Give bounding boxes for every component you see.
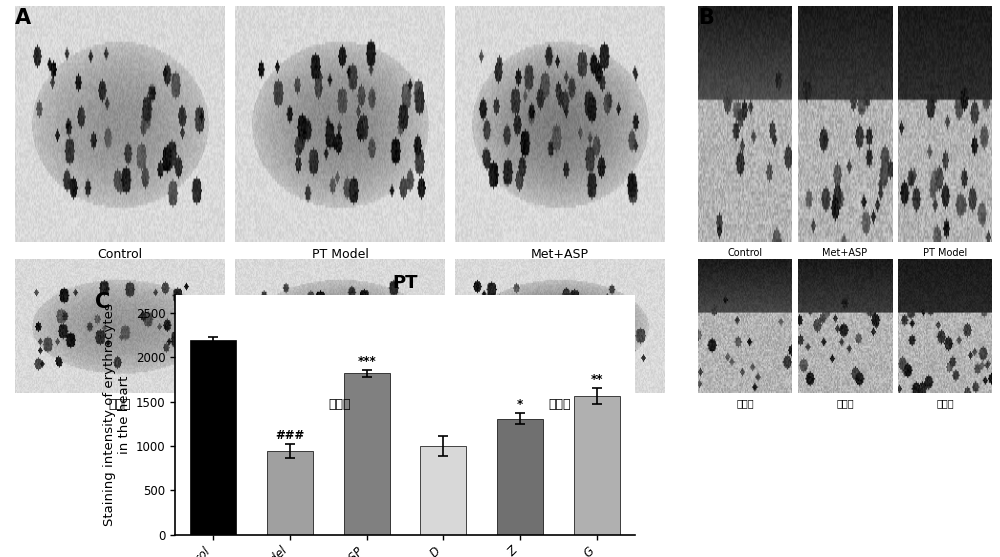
Text: Control: Control bbox=[727, 248, 763, 258]
Bar bbox=[420, 446, 466, 535]
Title: PT: PT bbox=[392, 274, 418, 292]
Text: Met+ASP: Met+ASP bbox=[822, 248, 868, 258]
Text: C: C bbox=[95, 292, 110, 312]
Y-axis label: Staining intensity of erythrocytes
in the heart: Staining intensity of erythrocytes in th… bbox=[103, 304, 131, 526]
Text: ***: *** bbox=[357, 354, 376, 368]
Text: PT Model: PT Model bbox=[312, 248, 368, 261]
Text: 中浓度: 中浓度 bbox=[329, 398, 351, 411]
Text: 高浓度: 高浓度 bbox=[936, 398, 954, 408]
Bar bbox=[344, 373, 390, 535]
Text: Met+ASP: Met+ASP bbox=[531, 248, 589, 261]
Text: A: A bbox=[15, 8, 31, 28]
Bar bbox=[497, 418, 543, 535]
Text: 中浓度: 中浓度 bbox=[836, 398, 854, 408]
Text: Control: Control bbox=[97, 248, 143, 261]
Bar bbox=[574, 397, 620, 535]
Text: ###: ### bbox=[275, 429, 305, 442]
Text: 高浓度: 高浓度 bbox=[549, 398, 571, 411]
Text: 低浓度: 低浓度 bbox=[109, 398, 131, 411]
Bar bbox=[267, 451, 313, 535]
Text: *: * bbox=[517, 398, 523, 411]
Text: **: ** bbox=[590, 373, 603, 386]
Text: B: B bbox=[698, 8, 714, 28]
Text: PT Model: PT Model bbox=[923, 248, 967, 258]
Bar bbox=[190, 340, 236, 535]
Text: 低浓度: 低浓度 bbox=[736, 398, 754, 408]
